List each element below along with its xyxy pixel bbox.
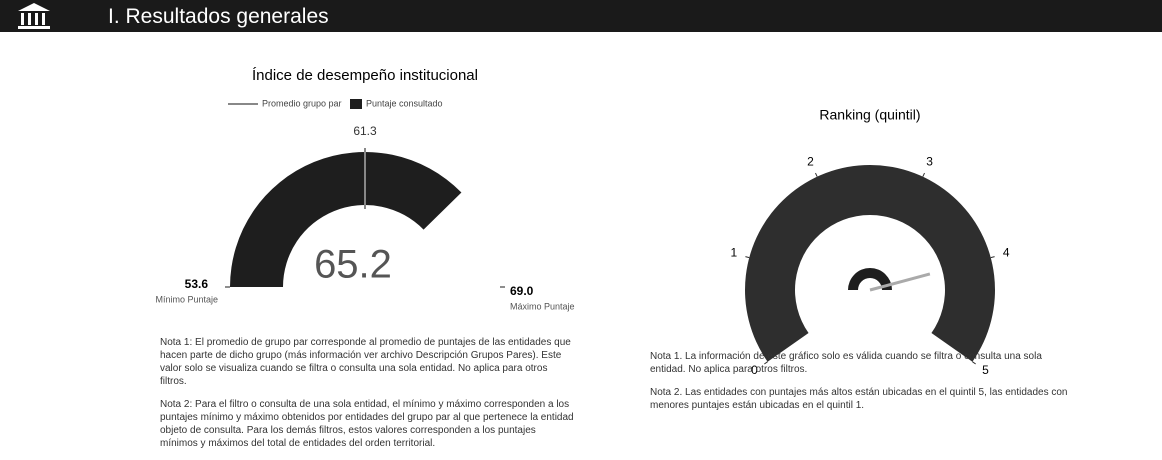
tick-label: 0 <box>751 363 758 377</box>
dial-arc <box>745 164 996 362</box>
tick-mark <box>815 172 818 177</box>
dial-needle <box>869 272 931 292</box>
note: Nota 2. Las entidades con puntajes más a… <box>650 387 1068 411</box>
tick-label: 53.6 <box>185 277 209 291</box>
note: Nota 1: El promedio de grupo par corresp… <box>160 337 571 387</box>
legend-label: Promedio grupo par <box>262 98 342 108</box>
bank-icon <box>18 3 50 29</box>
tick-mark <box>990 256 995 259</box>
tick-caption: Mínimo Puntaje <box>155 294 218 304</box>
chart-title: Ranking (quintil) <box>819 107 920 123</box>
tick-label: 5 <box>982 363 989 377</box>
tick-label: 2 <box>807 154 814 168</box>
tick-caption: Máximo Puntaje <box>510 301 575 311</box>
tick-mark <box>764 361 768 365</box>
chart-title: Índice de desempeño institucional <box>252 67 478 84</box>
tick-mark <box>972 361 976 365</box>
gauge-value: 65.2 <box>314 243 392 287</box>
notes-right: Nota 1. La información de este gráfico s… <box>650 350 1070 422</box>
section-header: I. Resultados generales <box>0 0 1162 32</box>
dial-hub <box>848 268 892 290</box>
average-label: 61.3 <box>353 124 377 138</box>
section-title: I. Resultados generales <box>108 5 329 28</box>
tick-mark <box>745 256 750 259</box>
notes-left: Nota 1: El promedio de grupo par corresp… <box>160 336 575 460</box>
note: Nota 2: Para el filtro o consulta de una… <box>160 399 574 449</box>
note: Nota 1. La información de este gráfico s… <box>650 351 1042 375</box>
gauge-arc <box>230 151 462 287</box>
tick-label: 3 <box>926 154 933 168</box>
legend-swatch <box>350 99 362 109</box>
tick-label: 69.0 <box>510 284 534 298</box>
legend-label: Puntaje consultado <box>366 98 443 108</box>
tick-mark <box>922 172 925 177</box>
tick-label: 1 <box>730 246 737 260</box>
tick-label: 4 <box>1003 246 1010 260</box>
